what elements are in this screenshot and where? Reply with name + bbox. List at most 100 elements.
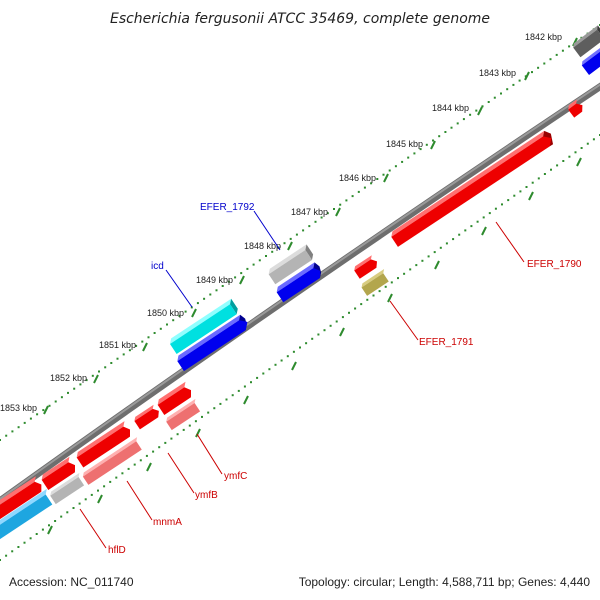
outer-track-dot: [5, 434, 8, 437]
gene-label-efer-1792[interactable]: EFER_1792: [200, 202, 255, 213]
gene-feature-dark[interactable]: [571, 25, 600, 58]
outer-track-dot: [141, 340, 144, 343]
outer-track-dot: [407, 156, 410, 159]
inner-major-tick: [434, 260, 440, 270]
inner-track-dot: [268, 368, 271, 371]
outer-track-dot: [512, 83, 515, 86]
inner-track-dot: [592, 138, 595, 141]
gene-label-hfld[interactable]: hflD: [108, 545, 126, 556]
gene-feature-red-left[interactable]: [39, 456, 78, 490]
outer-track-dot: [419, 148, 422, 151]
gene-hfld-gray[interactable]: [49, 472, 87, 505]
inner-track-dot: [476, 220, 479, 223]
outer-major-tick: [524, 71, 530, 81]
gene-label-efer-1791[interactable]: EFER_1791: [419, 337, 474, 348]
inner-track-dot: [243, 385, 246, 388]
tick-label-1850: 1850 kbp: [147, 308, 184, 318]
topology-text: Topology: circular; Length: 4,588,711 bp…: [298, 575, 590, 589]
inner-track-dot: [586, 142, 589, 145]
inner-track-dot: [384, 285, 387, 288]
outer-major-tick: [430, 140, 436, 150]
gene-mnma[interactable]: [81, 437, 144, 485]
inner-track-dot: [78, 502, 81, 505]
inner-track-dot: [127, 467, 130, 470]
outer-track-dot: [370, 182, 373, 185]
outer-track-dot: [394, 165, 397, 168]
inner-track-dot: [525, 186, 528, 188]
gene-label-mnma[interactable]: mnmA: [153, 517, 182, 528]
gene-feature-sky[interactable]: [0, 488, 56, 541]
tick-label-1851: 1851 kbp: [99, 340, 136, 350]
outer-track-dot: [432, 139, 434, 142]
gene-efer-1791[interactable]: [360, 269, 391, 296]
outer-track-dot: [462, 118, 465, 121]
inner-track-dot: [531, 181, 534, 184]
gene-feature-blue-mid[interactable]: [274, 261, 325, 303]
inner-track-dot: [562, 160, 565, 162]
gene-label-icd[interactable]: icd: [151, 261, 164, 272]
gene-feature-small-red[interactable]: [566, 99, 585, 118]
inner-track-dot: [433, 251, 436, 254]
gene-features: [0, 25, 600, 541]
inner-track-dot: [60, 515, 63, 518]
outer-track-dot: [333, 208, 335, 210]
outer-major-tick: [477, 106, 483, 116]
gene-hfld[interactable]: [0, 476, 45, 522]
outer-track-dot: [326, 212, 329, 215]
inner-track-dot: [464, 229, 467, 232]
inner-major-tick: [291, 361, 297, 371]
inner-track-dot: [84, 498, 87, 501]
inner-track-dot: [305, 342, 308, 345]
outer-track-dot: [258, 259, 261, 262]
outer-track-dot: [481, 105, 484, 108]
inner-track-dot: [372, 294, 375, 297]
gene-ymfb[interactable]: [133, 404, 162, 430]
outer-track-dot: [456, 122, 459, 125]
inner-track-dot: [201, 415, 203, 418]
gene-ymfc[interactable]: [165, 398, 203, 431]
inner-track-dot: [360, 303, 363, 306]
outer-track-dot: [85, 379, 88, 382]
gene-efer-1792[interactable]: [266, 244, 315, 285]
outer-track-dot: [357, 190, 360, 193]
inner-track-dot: [329, 324, 332, 327]
outer-track-dot: [221, 285, 224, 287]
inner-track-dot: [17, 546, 20, 548]
outer-track-dot: [79, 383, 82, 386]
inner-track-dot: [543, 173, 546, 175]
gene-efer-1790[interactable]: [389, 129, 556, 247]
outer-track-dot: [302, 229, 305, 232]
outer-track-dot: [320, 216, 323, 219]
tick-label-1849: 1849 kbp: [196, 275, 233, 285]
inner-track-dot: [445, 242, 448, 245]
gene-icd[interactable]: [168, 298, 240, 354]
inner-track-dot: [207, 411, 210, 414]
inner-track-dot: [152, 450, 155, 453]
outer-track-dot: [487, 101, 490, 103]
gene-mnma-red[interactable]: [74, 421, 133, 468]
inner-major-tick: [576, 157, 582, 167]
outer-track-dot: [413, 152, 416, 155]
outer-track-dot: [531, 71, 533, 74]
inner-track-dot: [390, 281, 393, 284]
outer-track-dot: [54, 400, 57, 403]
inner-track-dot: [109, 480, 112, 483]
outer-major-tick: [239, 275, 245, 285]
outer-track-dot: [475, 109, 478, 112]
gene-label-ymfb[interactable]: ymfB: [195, 490, 218, 501]
outer-track-dot: [438, 135, 441, 138]
inner-track-dot: [219, 402, 222, 405]
inner-major-tick: [387, 293, 393, 303]
gene-feature-blue-icd[interactable]: [175, 314, 251, 372]
inner-track-dot: [470, 225, 473, 228]
inner-track-dot: [11, 550, 14, 553]
tick-label-1843: 1843 kbp: [479, 68, 516, 78]
scale-tracks: [0, 24, 600, 561]
outer-track-dot: [234, 276, 237, 279]
outer-track-dot: [116, 357, 119, 360]
gene-label-efer-1790[interactable]: EFER_1790: [527, 259, 582, 270]
gene-ymfc-red[interactable]: [155, 381, 194, 415]
gene-efer-1791-red[interactable]: [353, 255, 380, 279]
gene-label-ymfc[interactable]: ymfC: [224, 471, 247, 482]
gene-feature-blue-top[interactable]: [580, 45, 600, 76]
